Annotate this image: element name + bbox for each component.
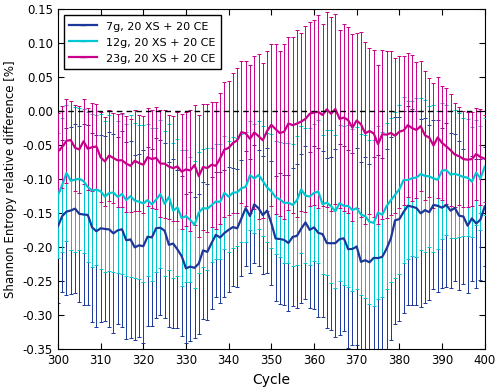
Legend: 7g, 20 XS + 20 CE, 12g, 20 XS + 20 CE, 23g, 20 XS + 20 CE: 7g, 20 XS + 20 CE, 12g, 20 XS + 20 CE, 2… xyxy=(64,15,220,69)
X-axis label: Cycle: Cycle xyxy=(252,373,290,387)
Y-axis label: Shannon Entropy relative difference [%]: Shannon Entropy relative difference [%] xyxy=(4,61,17,298)
